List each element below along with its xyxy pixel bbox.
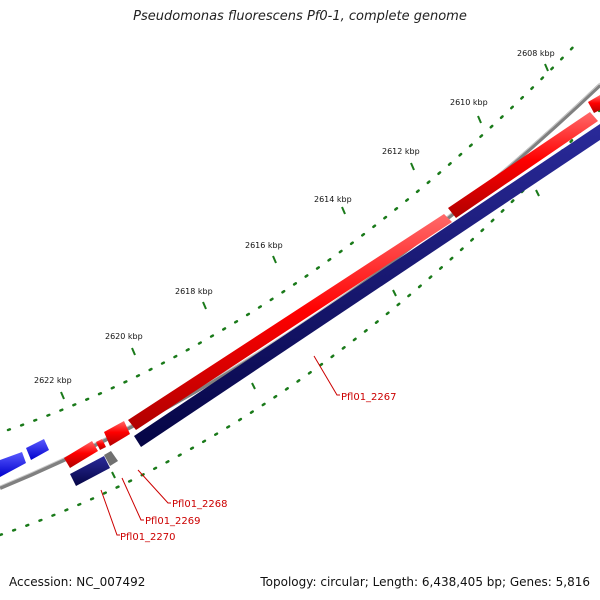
gene-label-pfl01-2267[interactable]: Pfl01_2267: [341, 392, 397, 403]
label-line-2268: [137, 469, 171, 504]
forward-strand: [0, 95, 600, 477]
genome-title: Pseudomonas fluorescens Pf0-1, complete …: [133, 9, 467, 24]
gene-forward-small-2[interactable]: [96, 439, 106, 450]
gene-pfl01-2270[interactable]: [70, 456, 110, 486]
accession-label: Accession: NC_007492: [9, 575, 146, 589]
gene-forward-upper[interactable]: [448, 112, 598, 218]
minor-ticks: [111, 189, 540, 479]
genome-backbone: [0, 83, 600, 490]
major-ticks: [60, 63, 549, 400]
tick-label-2614: 2614 kbp: [314, 195, 352, 204]
tick-label-2608: 2608 kbp: [517, 49, 555, 58]
tick-label-2620: 2620 kbp: [105, 332, 143, 341]
gene-label-pfl01-2270[interactable]: Pfl01_2270: [120, 532, 176, 543]
tick-label-2622: 2622 kbp: [34, 376, 72, 385]
gene-forward-small-1[interactable]: [104, 421, 130, 446]
tick-label-2616: 2616 kbp: [245, 241, 283, 250]
tick-label-2618: 2618 kbp: [175, 287, 213, 296]
gene-forward-blue-1[interactable]: [26, 439, 49, 460]
ruler-dots: [6, 38, 582, 432]
gene-label-pfl01-2268[interactable]: Pfl01_2268: [172, 499, 228, 510]
gene-forward-edge[interactable]: [588, 95, 600, 113]
reverse-strand: [70, 124, 600, 486]
gene-forward-small-3[interactable]: [64, 441, 98, 468]
genome-summary: Topology: circular; Length: 6,438,405 bp…: [260, 575, 590, 589]
gene-labels: Pfl01_2267 Pfl01_2268 Pfl01_2269 Pfl01_2…: [100, 355, 397, 543]
gene-pfl01-2267-reverse[interactable]: [134, 124, 600, 447]
tick-label-2612: 2612 kbp: [382, 147, 420, 156]
tick-labels: 2608 kbp 2610 kbp 2612 kbp 2614 kbp 2616…: [34, 49, 555, 385]
gene-label-pfl01-2269[interactable]: Pfl01_2269: [145, 516, 201, 527]
label-line-2269: [121, 477, 144, 521]
gene-pfl01-2267-forward[interactable]: [128, 214, 452, 430]
label-line-2267: [313, 355, 340, 396]
label-line-2270: [100, 489, 120, 536]
tick-label-2610: 2610 kbp: [450, 98, 488, 107]
ruler-ring: 2608 kbp 2610 kbp 2612 kbp 2614 kbp 2616…: [0, 38, 600, 537]
gene-forward-blue-2[interactable]: [0, 452, 26, 477]
gene-pfl01-2269[interactable]: [104, 451, 118, 466]
